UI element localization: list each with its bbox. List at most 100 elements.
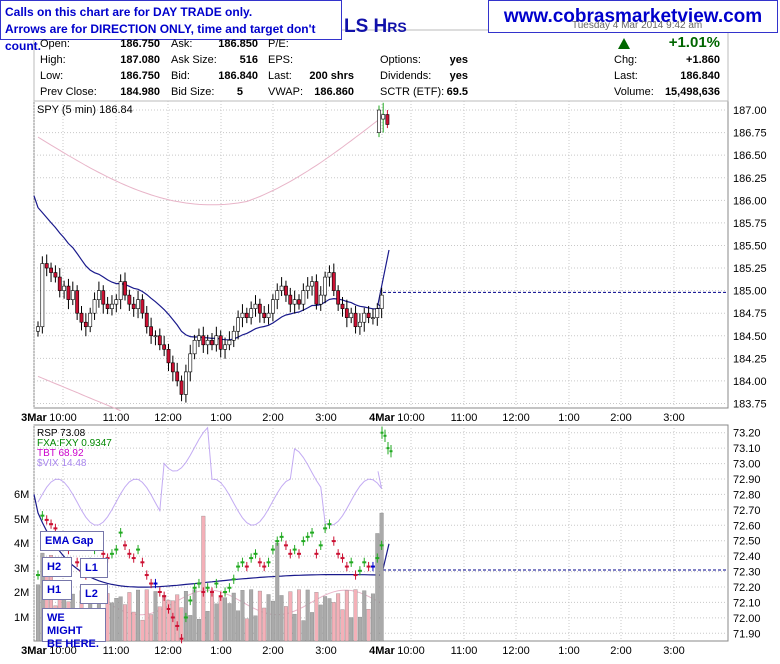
change-percent: +1.01% [668, 34, 720, 51]
volume-bar [201, 515, 206, 642]
lower-x-tick-label: 12:00 [502, 645, 530, 657]
vwap-label: VWAP: [268, 86, 304, 98]
lower-x-tick-label: 3:00 [315, 645, 336, 657]
eps-label: EPS: [268, 54, 294, 66]
spy-candle-body [197, 335, 201, 341]
volume-bar [266, 594, 271, 642]
open-label: Open: [40, 38, 70, 50]
might-be-here-label: WE MIGHT BE HERE. [42, 608, 106, 650]
ask-size-label: Ask Size: [171, 54, 217, 66]
spy-legend: SPY (5 min) 186.84 [37, 104, 133, 116]
volume-bar [214, 603, 219, 642]
lower-x-tick-label: 12:00 [154, 645, 182, 657]
spy-candle-body [375, 308, 380, 319]
quote-date: Tuesday 4 Mar 2014 9:42 am [572, 20, 703, 31]
spy-candle-body [292, 299, 297, 305]
l2-label: L2 [80, 584, 108, 604]
volume-tick-label: 3M [14, 563, 29, 575]
volume-bar [162, 595, 167, 642]
spy-candle-body [327, 272, 332, 278]
volume-bar [205, 611, 210, 642]
pe-label: P/E: [268, 38, 289, 50]
volume-bar [292, 613, 297, 642]
volume-bar [118, 596, 123, 642]
spy-candle-body [157, 335, 162, 346]
volume-bar [244, 618, 249, 642]
quote-table-frame [33, 29, 729, 102]
spy-candle-body [357, 321, 362, 328]
might-line-2: BE HERE. [47, 638, 99, 650]
volume-bar [349, 617, 354, 642]
upper-y-tick-label: 185.25 [733, 263, 767, 275]
low-value: 186.750 [120, 70, 160, 82]
h2-label: H2 [42, 557, 72, 577]
spy-candle-body [62, 285, 67, 291]
spy-candle-body [175, 371, 180, 382]
spy-candle-body [249, 308, 254, 319]
spy-candle-body [75, 290, 80, 314]
lower-y-tick-label: 72.40 [733, 551, 761, 563]
spy-candle-body [110, 303, 114, 309]
volume-bar [366, 609, 371, 642]
website-banner[interactable]: www.cobrasmarketview.com [488, 0, 778, 33]
spy-candle-body [40, 263, 45, 328]
lower-x-tick-label: 10:00 [397, 645, 425, 657]
spy-candle-body [92, 299, 97, 314]
spy-bollinger-lower [37, 375, 121, 412]
spy-candle-body [381, 114, 386, 120]
spy-candle-body [210, 339, 214, 346]
volume-bar [157, 606, 162, 642]
upper-y-tick-label: 185.50 [733, 240, 767, 252]
spy-candle-body [88, 312, 93, 328]
volume-bar [110, 602, 114, 642]
volume-bar [379, 512, 384, 642]
website-link[interactable]: www.cobrasmarketview.com [503, 6, 763, 27]
volume-bar [279, 595, 284, 642]
day-trade-callout: Calls on this chart are for DAY TRADE on… [0, 0, 342, 53]
high-value: 187.080 [120, 54, 160, 66]
volume-bar [218, 597, 223, 642]
upper-x-tick-label: 2:00 [610, 412, 631, 424]
spy-candle-body [205, 339, 210, 346]
volume-bar [257, 590, 262, 642]
lower-y-tick-label: 72.60 [733, 520, 761, 532]
spy-candle-body [240, 312, 245, 319]
volume-bar [314, 592, 319, 642]
l1-label: L1 [80, 558, 108, 578]
upper-x-tick-label: 12:00 [154, 412, 182, 424]
volume-bar [375, 533, 380, 642]
spy-candle-body [144, 312, 149, 328]
volume-bar [357, 616, 362, 642]
volume-bar [127, 592, 132, 642]
volume-bar [327, 598, 332, 642]
spy-candle-body [257, 303, 262, 314]
upper-y-tick-label: 184.75 [733, 308, 767, 320]
spy-bollinger-upper [37, 114, 383, 206]
rsp-ema-line [33, 494, 390, 588]
volume-bar [123, 604, 127, 642]
upper-y-tick-label: 186.00 [733, 195, 767, 207]
spy-candle-body [314, 281, 319, 305]
upper-y-tick-label: 185.75 [733, 218, 767, 230]
lower-x-tick-label: 11:00 [451, 645, 478, 657]
volume-tick-label: 4M [14, 538, 29, 550]
upper-y-tick-label: 186.25 [733, 173, 767, 185]
upper-x-tick-label: 3Mar [21, 412, 47, 424]
lower-x-tick-label: 2:00 [610, 645, 631, 657]
spy-candle-body [170, 362, 175, 373]
volume-bar [175, 594, 180, 642]
spy-candle-body [284, 285, 288, 296]
volume-bar [344, 590, 349, 642]
dividends-value: yes [449, 70, 468, 82]
bid-label: Bid: [171, 70, 190, 82]
spy-candle-body [105, 303, 110, 309]
volume-bar [318, 604, 323, 642]
volume-bar [301, 620, 306, 642]
last-shares-label: Last: [268, 70, 292, 82]
volume-bar [192, 589, 197, 642]
spy-candle-body [310, 281, 314, 287]
ticker-title: LS HRS [344, 16, 407, 38]
volume-bar [140, 619, 145, 642]
spy-candle-body [353, 312, 358, 328]
spy-candle-body [227, 339, 232, 346]
